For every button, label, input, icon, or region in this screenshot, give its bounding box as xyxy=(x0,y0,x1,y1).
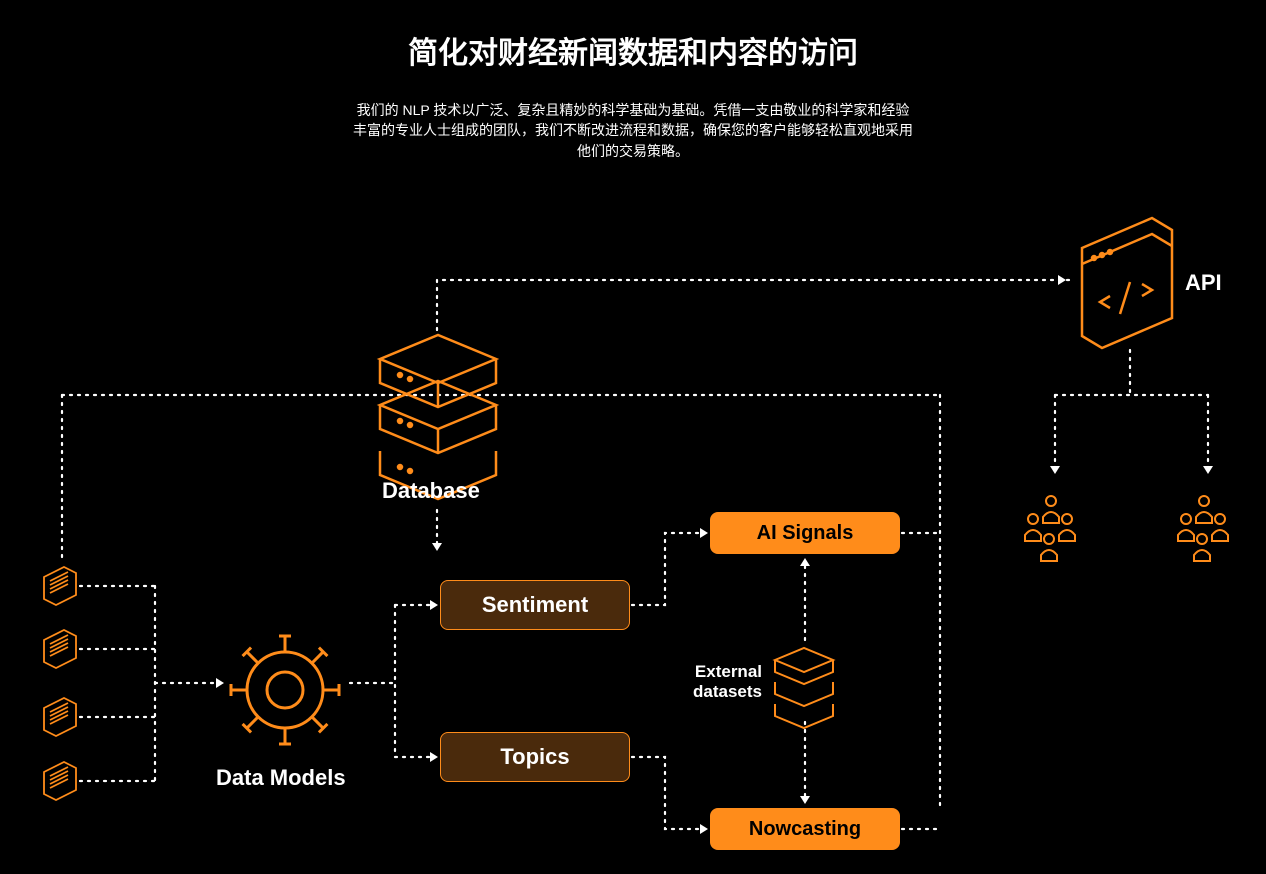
api-label: API xyxy=(1185,270,1222,296)
page-subtitle: 我们的 NLP 技术以广泛、复杂且精妙的科学基础为基础。凭借一支由敬业的科学家和… xyxy=(353,100,913,161)
data-models-label: Data Models xyxy=(216,765,346,791)
nowcasting-box: Nowcasting xyxy=(710,808,900,850)
topics-box: Topics xyxy=(440,732,630,782)
external-datasets-text: External datasets xyxy=(693,662,762,701)
ai-signals-box: AI Signals xyxy=(710,512,900,554)
external-datasets-label: External datasets xyxy=(692,662,762,701)
database-label: Database xyxy=(382,478,480,504)
page-title: 简化对财经新闻数据和内容的访问 xyxy=(0,0,1266,72)
sentiment-box: Sentiment xyxy=(440,580,630,630)
